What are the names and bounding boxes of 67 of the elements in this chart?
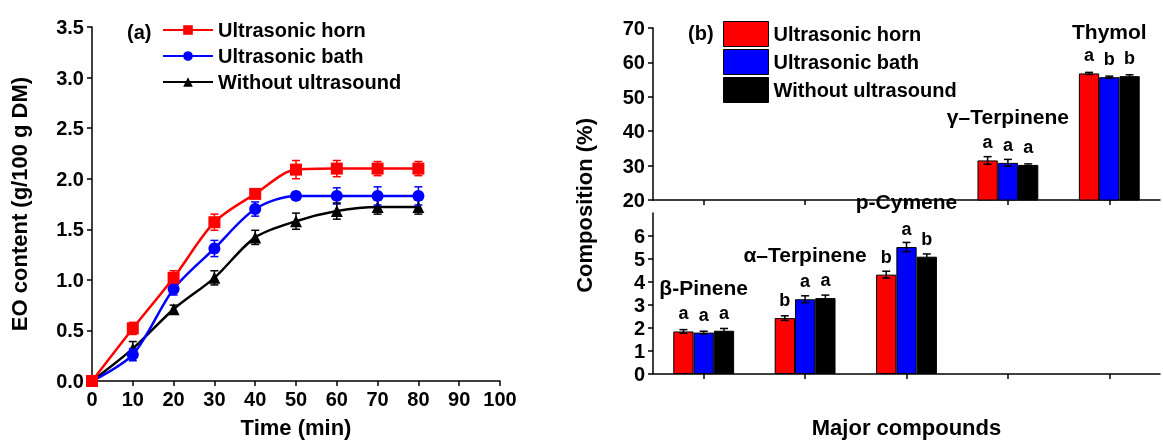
data-label: a [718,302,730,323]
x-tick-label: 10 [121,388,144,410]
data-label: a [678,303,690,324]
y-tick-label: 3 [633,294,645,316]
chart-title: (a) [127,21,152,43]
y-tick-label: 20 [622,189,645,211]
data-label: a [698,304,710,325]
x-tick-label: 30 [203,388,226,410]
x-tick-label: 50 [284,388,308,410]
data-label: b [880,246,892,267]
y-tick-label: 6 [633,225,645,247]
y-tick-label: 70 [622,17,645,39]
x-tick-label: 20 [162,388,185,410]
point [371,189,384,202]
annotation: α–Terpinene [743,243,867,267]
y-tick-label: 0 [633,363,645,385]
point [412,189,425,202]
data-label: a [1002,134,1014,155]
y-tick-label: 0.0 [56,370,84,392]
y-tick-label: 1.0 [56,268,84,291]
chart-title: (b) [688,22,714,44]
x-axis-title: Time (min) [240,414,352,440]
y-tick-label: 1 [633,340,645,362]
point [249,187,262,200]
x-tick-label: 60 [325,388,348,410]
legend-label: Ultrasonic horn [773,23,922,45]
x-tick-label: 40 [244,388,267,410]
data-label: a [1084,45,1096,66]
y-tick-label: 5 [633,248,645,270]
y-axis-title: EO content (g/100 g DM) [6,76,32,332]
data-label: b [779,290,791,311]
annotation: Thymol [1071,20,1147,44]
y-axis-title: Composition (%) [572,118,598,293]
point [290,163,302,176]
x-tick-label: 80 [407,388,430,410]
data-label: a [820,270,832,291]
x-tick-label: 70 [366,388,389,410]
y-tick-label: 30 [622,154,645,177]
y-tick-label: 50 [622,85,645,108]
legend-label: Ultrasonic bath [218,45,364,67]
y-tick-label: 60 [622,51,645,74]
data-label: b [921,228,933,249]
legend-label: Without ultrasound [218,71,402,93]
data-label: a [800,271,812,292]
annotation: γ–Terpinene [946,104,1069,128]
legend-label: Without ultrasound [773,79,957,101]
y-tick-label: 2 [633,317,645,339]
y-tick-label: 4 [633,271,646,293]
data-label: a [901,219,913,240]
data-label: a [982,132,994,153]
data-label: b [1124,48,1136,69]
y-tick-label: 2.5 [56,117,84,140]
y-tick-label: 40 [622,120,645,143]
y-tick-label: 2.0 [56,167,84,190]
y-tick-label: 1.5 [56,218,84,241]
data-label: a [1023,136,1035,157]
x-axis-title: Major compounds [811,414,1002,440]
data-label: b [1103,49,1115,70]
y-tick-label: 0.5 [56,319,84,342]
y-tick-label: 3.0 [56,66,84,89]
x-tick-label: 0 [86,388,98,410]
legend-label: Ultrasonic horn [218,19,366,41]
x-tick-label: 90 [448,388,471,410]
legend-label: Ultrasonic bath [773,51,920,73]
annotation: β-Pinene [659,276,749,300]
x-tick-label: 100 [483,388,517,410]
y-tick-label: 3.5 [56,16,84,38]
